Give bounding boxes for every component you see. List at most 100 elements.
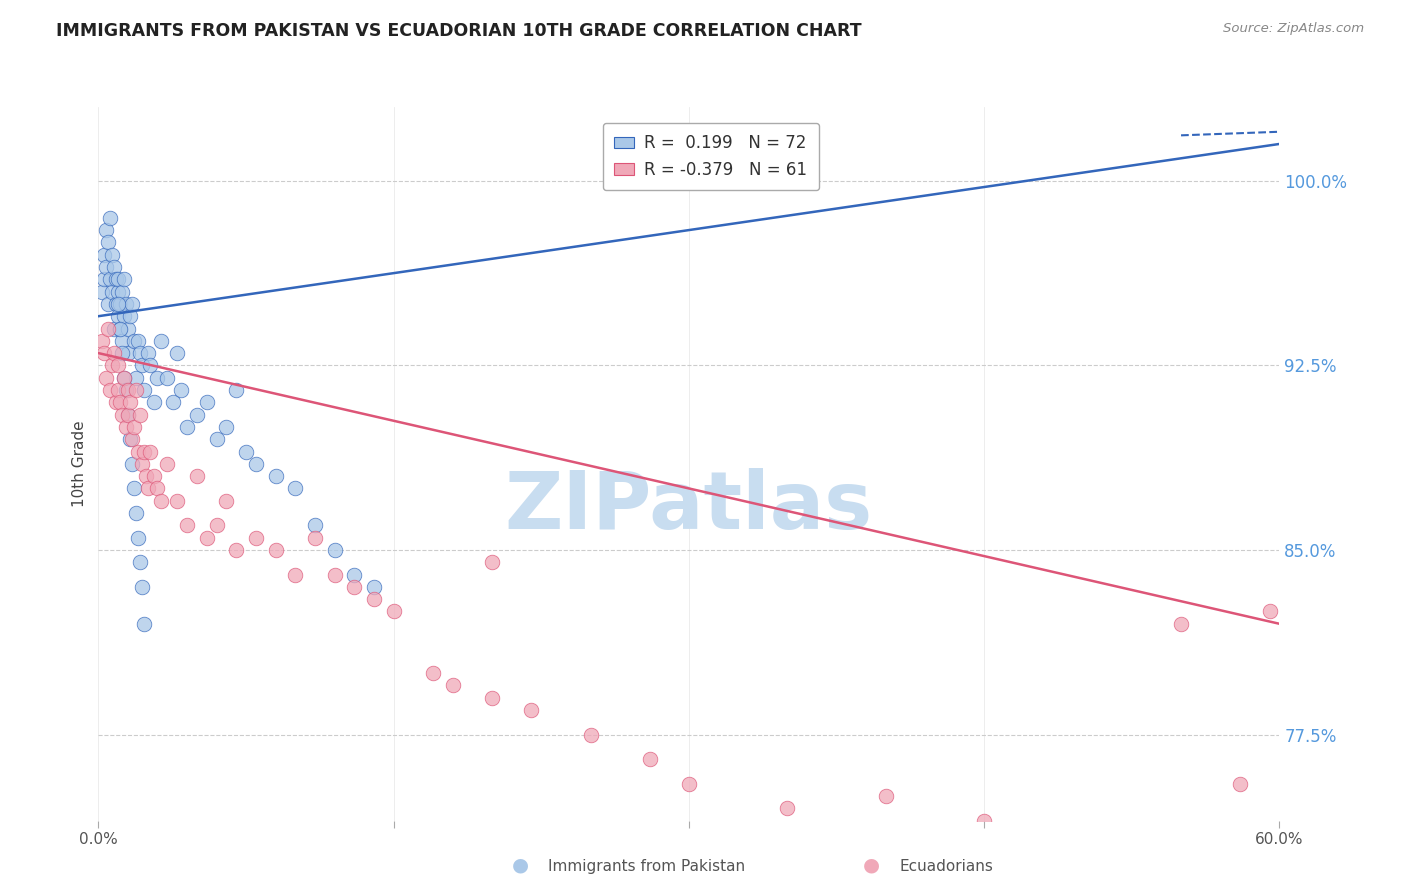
Point	[343, 567, 366, 582]
Point	[125, 506, 148, 520]
Point	[118, 395, 141, 409]
Text: Source: ZipAtlas.com: Source: ZipAtlas.com	[1223, 22, 1364, 36]
Point	[128, 408, 150, 422]
Point	[101, 285, 124, 299]
Point	[135, 469, 157, 483]
Point	[146, 370, 169, 384]
Text: ●: ●	[512, 855, 529, 875]
Point	[323, 543, 346, 558]
Point	[245, 457, 267, 471]
Point	[107, 272, 129, 286]
Point	[93, 272, 115, 286]
Point	[115, 420, 138, 434]
Point	[127, 334, 149, 348]
Point	[166, 493, 188, 508]
Text: Immigrants from Pakistan: Immigrants from Pakistan	[548, 859, 745, 873]
Point	[105, 395, 128, 409]
Point	[245, 531, 267, 545]
Point	[93, 346, 115, 360]
Point	[343, 580, 366, 594]
Point	[121, 297, 143, 311]
Point	[323, 567, 346, 582]
Point	[638, 752, 661, 766]
Point	[1258, 605, 1281, 619]
Point	[128, 555, 150, 569]
Point	[284, 567, 307, 582]
Point	[215, 493, 238, 508]
Point	[122, 482, 145, 496]
Point	[304, 518, 326, 533]
Point	[111, 285, 134, 299]
Point	[125, 370, 148, 384]
Point	[156, 457, 179, 471]
Point	[121, 432, 143, 446]
Point	[122, 420, 145, 434]
Point	[225, 543, 247, 558]
Point	[103, 321, 125, 335]
Point	[97, 235, 120, 250]
Point	[382, 605, 405, 619]
Point	[118, 309, 141, 323]
Point	[146, 482, 169, 496]
Point	[138, 359, 160, 373]
Text: Ecuadorians: Ecuadorians	[900, 859, 994, 873]
Point	[875, 789, 897, 803]
Point	[225, 383, 247, 397]
Point	[112, 309, 135, 323]
Point	[156, 370, 179, 384]
Point	[205, 432, 228, 446]
Point	[131, 580, 153, 594]
Point	[115, 297, 138, 311]
Point	[108, 395, 131, 409]
Point	[122, 334, 145, 348]
Point	[108, 321, 131, 335]
Legend: R =  0.199   N = 72, R = -0.379   N = 61: R = 0.199 N = 72, R = -0.379 N = 61	[603, 122, 820, 190]
Point	[520, 703, 543, 717]
Point	[284, 482, 307, 496]
Point	[215, 420, 238, 434]
Point	[91, 285, 114, 299]
Point	[131, 457, 153, 471]
Point	[150, 334, 173, 348]
Point	[117, 346, 139, 360]
Point	[136, 482, 159, 496]
Point	[422, 665, 444, 680]
Point	[111, 346, 134, 360]
Point	[111, 334, 134, 348]
Point	[96, 260, 118, 274]
Point	[132, 616, 155, 631]
Point	[96, 223, 118, 237]
Point	[118, 432, 141, 446]
Point	[112, 272, 135, 286]
Point	[98, 272, 121, 286]
Point	[111, 408, 134, 422]
Point	[186, 469, 208, 483]
Point	[166, 346, 188, 360]
Point	[264, 543, 287, 558]
Point	[678, 777, 700, 791]
Point	[127, 444, 149, 458]
Point	[117, 408, 139, 422]
Point	[176, 518, 198, 533]
Point	[117, 408, 139, 422]
Y-axis label: 10th Grade: 10th Grade	[72, 420, 87, 508]
Point	[304, 531, 326, 545]
Point	[97, 321, 120, 335]
Point	[481, 555, 503, 569]
Point	[108, 297, 131, 311]
Point	[107, 359, 129, 373]
Point	[132, 444, 155, 458]
Point	[107, 309, 129, 323]
Point	[108, 321, 131, 335]
Point	[136, 346, 159, 360]
Point	[363, 592, 385, 607]
Point	[142, 469, 165, 483]
Point	[264, 469, 287, 483]
Point	[579, 727, 602, 741]
Point	[98, 211, 121, 225]
Point	[973, 814, 995, 828]
Point	[170, 383, 193, 397]
Point	[186, 408, 208, 422]
Text: IMMIGRANTS FROM PAKISTAN VS ECUADORIAN 10TH GRADE CORRELATION CHART: IMMIGRANTS FROM PAKISTAN VS ECUADORIAN 1…	[56, 22, 862, 40]
Point	[97, 297, 120, 311]
